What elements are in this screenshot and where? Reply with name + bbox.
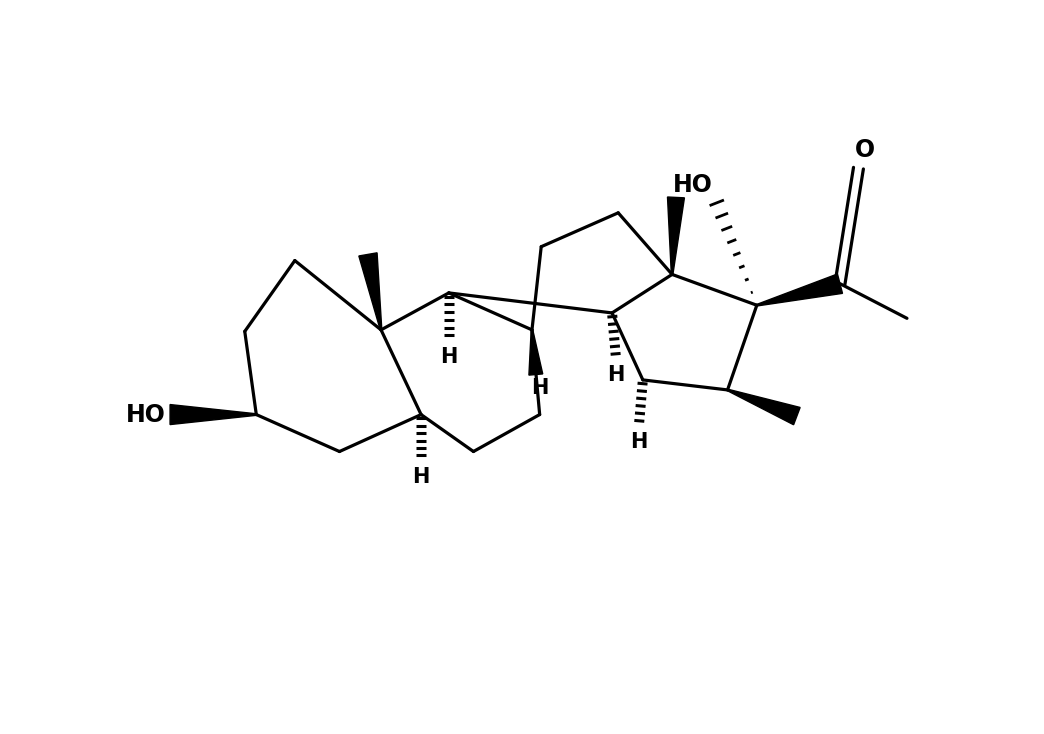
Polygon shape bbox=[728, 389, 800, 425]
Text: H: H bbox=[631, 432, 647, 452]
Polygon shape bbox=[529, 330, 543, 375]
Text: HO: HO bbox=[126, 402, 166, 426]
Text: O: O bbox=[855, 138, 875, 162]
Text: H: H bbox=[441, 346, 457, 367]
Text: H: H bbox=[531, 378, 548, 399]
Polygon shape bbox=[667, 197, 685, 275]
Polygon shape bbox=[359, 252, 382, 330]
Polygon shape bbox=[170, 404, 257, 424]
Text: HO: HO bbox=[673, 172, 713, 197]
Text: H: H bbox=[412, 467, 430, 487]
Polygon shape bbox=[757, 274, 843, 306]
Text: H: H bbox=[608, 366, 624, 385]
